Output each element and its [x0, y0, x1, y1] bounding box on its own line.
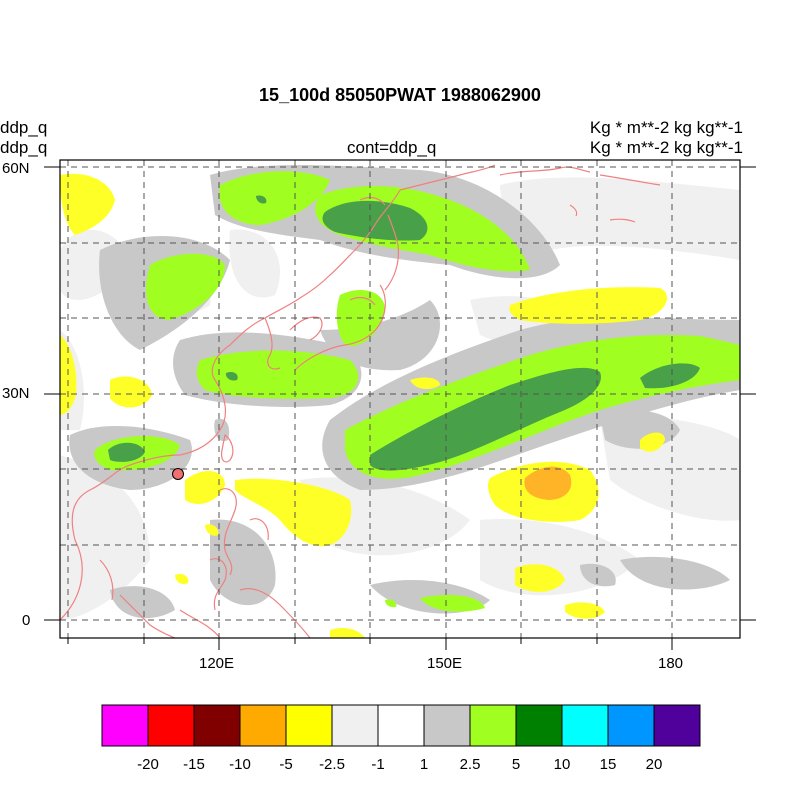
- plot-title: 15_100d 85050PWAT 1988062900: [259, 85, 541, 105]
- colorbar-swatch: [607, 704, 655, 747]
- lon-label-120e: 120E: [199, 655, 235, 672]
- lat-label-eq: 0: [22, 612, 31, 629]
- left-label-bottom: ddp_q: [0, 138, 48, 157]
- colorbar-swatch: [285, 704, 333, 747]
- colorbar-label: -2.5: [319, 756, 345, 773]
- coastlines: [60, 164, 661, 638]
- colorbar-swatch: [147, 704, 195, 747]
- center-label: cont=ddp_q: [347, 138, 437, 157]
- units-label-bottom: Kg * m**-2 kg kg**-1: [589, 138, 743, 157]
- colorbar-label: -20: [137, 756, 159, 773]
- colorbar-swatch: [561, 704, 609, 747]
- colorbar-label: -15: [183, 756, 205, 773]
- colorbar-swatch: [469, 704, 517, 747]
- colorbar-label: 2.5: [459, 756, 481, 773]
- colorbar-label: -1: [371, 756, 385, 773]
- colorbar-label: 20: [645, 756, 663, 773]
- map-frame: [59, 159, 741, 639]
- left-label-top: ddp_q: [0, 118, 48, 137]
- map-plot-area: [60, 160, 740, 638]
- colorbar-swatch: [239, 704, 287, 747]
- colorbar-label: -10: [229, 756, 251, 773]
- station-marker: [172, 468, 184, 480]
- colorbar-label: 5: [511, 756, 521, 773]
- colorbar-swatch: [423, 704, 471, 747]
- colorbar-swatch: [377, 704, 425, 747]
- colorbar-swatch: [101, 704, 149, 747]
- lon-label-150e: 150E: [427, 655, 463, 672]
- green-5-to-10-fill: [108, 195, 700, 471]
- lon-label-180: 180: [658, 655, 684, 672]
- orange-negative-fill: [524, 466, 572, 500]
- colorbar-swatch: [515, 704, 563, 747]
- colorbar-label: 15: [599, 756, 617, 773]
- colorbar-label: 10: [553, 756, 571, 773]
- units-label-top: Kg * m**-2 kg kg**-1: [589, 118, 743, 137]
- colorbar-label: -5: [279, 756, 293, 773]
- colorbar-swatch: [331, 704, 379, 747]
- lat-label-30n: 30N: [2, 385, 30, 402]
- lat-label-60n: 60N: [2, 160, 30, 177]
- axis-ticks: [44, 166, 756, 650]
- map-gridlines: [60, 160, 740, 638]
- colorbar-swatch: [193, 704, 241, 747]
- colorbar-label: 1: [419, 756, 429, 773]
- colorbar: [101, 704, 701, 747]
- colorbar-swatch: [653, 704, 701, 747]
